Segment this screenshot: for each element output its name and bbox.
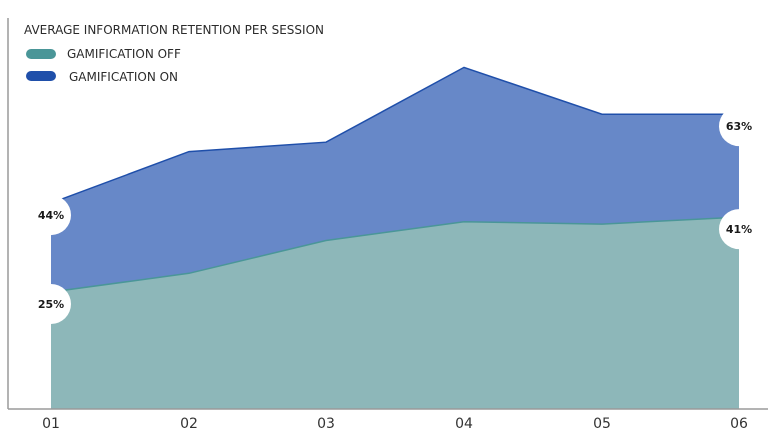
x-tick-label-06: 06: [730, 416, 748, 432]
point-label-gamification-on-01: 44%: [38, 209, 64, 222]
point-marker-gamification-on-06: [719, 106, 759, 147]
point-label-gamification-off-06: 41%: [726, 223, 752, 236]
point-label-gamification-off-01: 25%: [38, 298, 64, 311]
chart-title: AVERAGE INFORMATION RETENTION PER SESSIO…: [24, 23, 324, 37]
line-gamification-off: [50, 216, 740, 293]
legend-swatch-gamification-on: [26, 71, 56, 81]
x-axis-ticks: 01 02 03 04 05 06: [42, 416, 748, 432]
area-gamification-off: [51, 217, 739, 409]
plot-area: [50, 66, 740, 410]
x-tick-label-05: 05: [593, 416, 611, 432]
point-marker-gamification-on-01: [31, 195, 71, 236]
legend-swatch-gamification-off: [26, 49, 56, 59]
point-marker-gamification-off-01: [31, 284, 71, 324]
point-label-gamification-on-06: 63%: [726, 120, 752, 133]
x-tick-label-04: 04: [455, 416, 473, 432]
point-labels: 44% 63% 25% 41%: [31, 106, 759, 324]
x-tick-label-01: 01: [42, 416, 60, 432]
point-marker-gamification-off-06: [719, 209, 759, 250]
legend-label-gamification-off: GAMIFICATION OFF: [67, 47, 181, 61]
legend: GAMIFICATION OFF GAMIFICATION ON: [26, 47, 181, 84]
x-tick-label-03: 03: [317, 416, 335, 432]
legend-label-gamification-on: GAMIFICATION ON: [69, 70, 178, 84]
x-tick-label-02: 02: [180, 416, 198, 432]
line-gamification-on: [50, 66, 739, 204]
